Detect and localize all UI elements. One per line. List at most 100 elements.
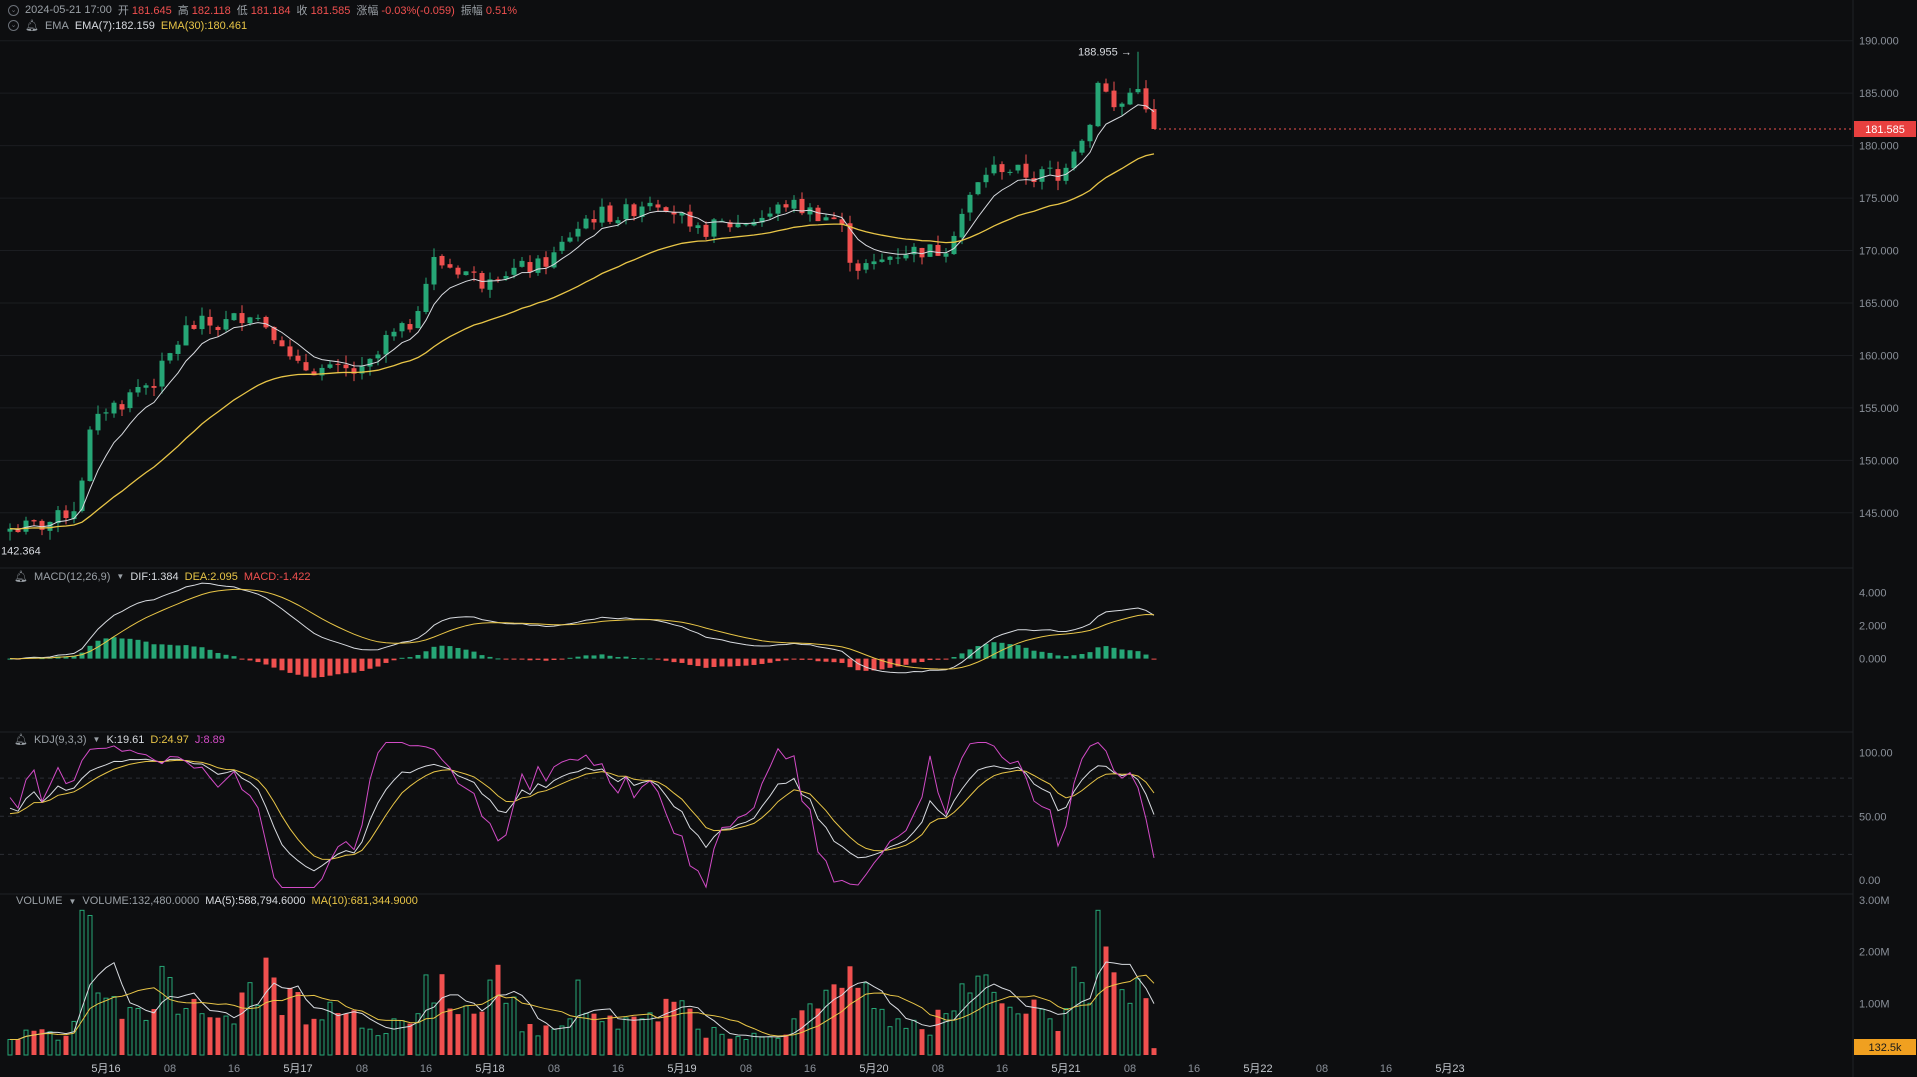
volume-bar[interactable]	[783, 1034, 789, 1055]
volume-bar[interactable]	[95, 992, 101, 1056]
volume-bar[interactable]	[383, 1033, 389, 1056]
volume-bar[interactable]	[1007, 1006, 1013, 1056]
candle[interactable]	[751, 218, 757, 227]
volume-bar[interactable]	[975, 975, 981, 1056]
candle[interactable]	[567, 232, 573, 243]
candle[interactable]	[631, 202, 637, 221]
macd-bar[interactable]	[1103, 646, 1109, 659]
macd-bar[interactable]	[951, 657, 957, 659]
macd-bar[interactable]	[1015, 645, 1021, 659]
candle[interactable]	[487, 272, 493, 298]
macd-bar[interactable]	[439, 645, 445, 659]
candle[interactable]	[191, 320, 197, 330]
candle[interactable]	[463, 271, 469, 276]
volume-bar[interactable]	[1031, 999, 1037, 1055]
dif-line[interactable]	[9, 582, 1155, 674]
macd-bar[interactable]	[919, 658, 925, 662]
macd-bar[interactable]	[975, 646, 981, 659]
candle[interactable]	[655, 199, 661, 212]
volume-bar[interactable]	[519, 1031, 525, 1056]
volume-bar[interactable]	[567, 1018, 573, 1056]
volume-bar[interactable]	[159, 965, 165, 1056]
candle[interactable]	[959, 208, 965, 245]
volume-bar[interactable]	[647, 1012, 653, 1056]
macd-bar[interactable]	[879, 658, 885, 670]
macd-bar[interactable]	[615, 657, 621, 659]
macd-bar[interactable]	[959, 653, 965, 659]
candle[interactable]	[783, 200, 789, 212]
volume-bar[interactable]	[623, 1017, 629, 1056]
candle[interactable]	[271, 326, 277, 345]
macd-bar[interactable]	[775, 658, 781, 662]
candle[interactable]	[943, 247, 949, 263]
macd-bar[interactable]	[407, 657, 413, 659]
volume-bar[interactable]	[175, 1013, 181, 1056]
macd-bar[interactable]	[1039, 651, 1045, 659]
volume-bar[interactable]	[1079, 982, 1085, 1056]
volume-bar[interactable]	[239, 992, 245, 1055]
candle[interactable]	[551, 246, 557, 269]
macd-bar[interactable]	[655, 658, 661, 660]
candle[interactable]	[167, 352, 173, 364]
candle[interactable]	[103, 408, 109, 421]
volume-bar[interactable]	[935, 1009, 941, 1055]
volume-bar[interactable]	[471, 1013, 477, 1055]
macd-bar[interactable]	[551, 658, 557, 660]
volume-bar[interactable]	[439, 974, 445, 1055]
macd-bar[interactable]	[7, 658, 13, 660]
macd-bar[interactable]	[335, 658, 341, 675]
candle[interactable]	[799, 192, 805, 216]
volume-bar[interactable]	[31, 1030, 37, 1055]
volume-bar[interactable]	[495, 964, 501, 1055]
candle[interactable]	[607, 202, 613, 225]
macd-bar[interactable]	[471, 651, 477, 659]
volume-bar[interactable]	[479, 1011, 485, 1055]
volume-bar[interactable]	[559, 1025, 565, 1056]
volume-bar[interactable]	[751, 1032, 757, 1056]
volume-bar[interactable]	[431, 1002, 437, 1056]
candle[interactable]	[807, 203, 813, 222]
candle[interactable]	[439, 254, 445, 269]
candle[interactable]	[879, 253, 885, 263]
volume-bar[interactable]	[1095, 909, 1101, 1056]
j-line[interactable]	[9, 741, 1155, 889]
volume-bar[interactable]	[1151, 1048, 1157, 1055]
macd-bar[interactable]	[1031, 650, 1037, 659]
volume-bar[interactable]	[223, 1015, 229, 1056]
d-line[interactable]	[9, 759, 1155, 860]
volume-bar[interactable]	[207, 1017, 213, 1055]
candle[interactable]	[1055, 161, 1061, 191]
volume-bar[interactable]	[351, 1010, 357, 1055]
macd-bar[interactable]	[1127, 650, 1133, 659]
macd-bar[interactable]	[391, 658, 397, 661]
macd-bar[interactable]	[375, 658, 381, 667]
volume-bar[interactable]	[719, 1033, 725, 1056]
candle[interactable]	[207, 309, 213, 335]
volume-bar[interactable]	[7, 1039, 13, 1056]
volume-bar[interactable]	[855, 987, 861, 1055]
macd-bar[interactable]	[703, 658, 709, 668]
macd-bar[interactable]	[87, 645, 93, 659]
candle[interactable]	[703, 221, 709, 240]
candle[interactable]	[1087, 123, 1093, 148]
volume-bar[interactable]	[535, 1035, 541, 1056]
macd-bar[interactable]	[943, 658, 949, 660]
volume-bar[interactable]	[727, 1038, 733, 1055]
macd-bar[interactable]	[399, 657, 405, 659]
macd-bar[interactable]	[735, 658, 741, 667]
candle[interactable]	[967, 191, 973, 221]
macd-bar[interactable]	[607, 655, 613, 659]
macd-bar[interactable]	[815, 658, 821, 662]
volume-bar[interactable]	[511, 996, 517, 1056]
volume-bar[interactable]	[279, 1015, 285, 1055]
macd-bar[interactable]	[79, 652, 85, 659]
candle[interactable]	[55, 505, 61, 533]
volume-bar[interactable]	[135, 1008, 141, 1056]
volume-bar[interactable]	[1087, 1002, 1093, 1056]
candle[interactable]	[119, 400, 125, 416]
volume-bar[interactable]	[1143, 998, 1149, 1055]
volume-bar[interactable]	[199, 1013, 205, 1056]
macd-bar[interactable]	[639, 658, 645, 660]
volume-bar[interactable]	[711, 1026, 717, 1056]
macd-bar[interactable]	[687, 658, 693, 665]
